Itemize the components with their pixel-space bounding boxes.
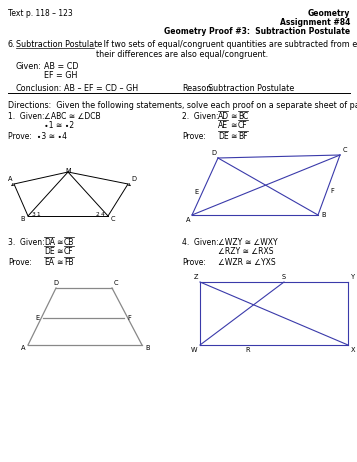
Text: D: D [131,176,136,182]
Text: Reason:: Reason: [182,84,214,93]
Text: M: M [65,168,71,174]
Text: CB: CB [64,238,74,247]
Text: ≅: ≅ [56,258,62,267]
Text: ≅: ≅ [56,247,62,256]
Text: Z: Z [193,274,198,280]
Text: E: E [36,315,40,321]
Text: EA: EA [44,258,54,267]
Text: D: D [54,280,59,286]
Text: ∠WZY ≅ ∠WXY: ∠WZY ≅ ∠WXY [218,238,278,247]
Text: 2.  Given:: 2. Given: [182,112,218,121]
Text: B: B [321,212,326,218]
Text: Geometry Proof #3:  Subtraction Postulate: Geometry Proof #3: Subtraction Postulate [164,27,350,36]
Text: Text p. 118 – 123: Text p. 118 – 123 [8,9,73,18]
Text: 3.  Given:: 3. Given: [8,238,45,247]
Text: FB: FB [64,258,74,267]
Text: A: A [186,217,190,223]
Text: Directions:  Given the following statements, solve each proof on a separate shee: Directions: Given the following statemen… [8,101,357,110]
Text: 1.  Given:: 1. Given: [8,112,45,121]
Text: ≅: ≅ [56,238,62,247]
Text: C: C [343,147,348,153]
Text: F: F [331,188,335,194]
Text: Prove:: Prove: [182,132,206,141]
Text: A: A [7,176,12,182]
Text: Assignment #84: Assignment #84 [280,18,350,27]
Text: R: R [246,347,250,353]
Text: EF = GH: EF = GH [44,71,77,80]
Text: B: B [145,345,150,351]
Text: A: A [20,345,25,351]
Text: F: F [127,315,131,321]
Text: Prove:: Prove: [182,258,206,267]
Text: AB – EF = CD – GH: AB – EF = CD – GH [64,84,138,93]
Text: AD: AD [218,112,229,121]
Text: Conclusion:: Conclusion: [16,84,62,93]
Text: ∠WZR ≅ ∠YXS: ∠WZR ≅ ∠YXS [218,258,276,267]
Text: DE: DE [218,132,228,141]
Text: Prove:: Prove: [8,258,32,267]
Text: C: C [111,216,116,222]
Text: Given:: Given: [16,62,42,71]
Text: ∙1 ≅ ∙2: ∙1 ≅ ∙2 [44,121,74,130]
Text: 6.: 6. [8,40,15,49]
Text: Y: Y [351,274,355,280]
Text: BC: BC [238,112,248,121]
Text: CF: CF [238,121,248,130]
Text: X: X [351,347,356,353]
Text: BF: BF [238,132,247,141]
Text: ∠RZY ≅ ∠RXS: ∠RZY ≅ ∠RXS [218,247,273,256]
Text: ≅: ≅ [230,112,236,121]
Text: Subtraction Postulate: Subtraction Postulate [208,84,294,93]
Text: AB = CD: AB = CD [44,62,79,71]
Text: CF: CF [64,247,74,256]
Text: DE: DE [44,247,55,256]
Text: ≅: ≅ [230,121,236,130]
Text: B: B [20,216,25,222]
Text: 2: 2 [95,212,99,217]
Text: :  If two sets of equal/congruent quantities are subtracted from each other,: : If two sets of equal/congruent quantit… [96,40,357,49]
Text: Prove:  ∙3 ≅ ∙4: Prove: ∙3 ≅ ∙4 [8,132,67,141]
Text: C: C [114,280,119,286]
Text: 1: 1 [36,212,40,217]
Text: AE: AE [218,121,228,130]
Text: ∠ABC ≅ ∠DCB: ∠ABC ≅ ∠DCB [44,112,101,121]
Text: W: W [191,347,197,353]
Text: their differences are also equal/congruent.: their differences are also equal/congrue… [96,50,268,59]
Text: 4.  Given:: 4. Given: [182,238,218,247]
Text: DA: DA [44,238,55,247]
Text: Subtraction Postulate: Subtraction Postulate [16,40,102,49]
Text: S: S [282,274,286,280]
Text: E: E [194,189,198,195]
Text: 4: 4 [100,212,104,217]
Text: D: D [211,150,216,156]
Text: 3: 3 [31,212,35,217]
Text: ≅: ≅ [230,132,236,141]
Text: Geometry: Geometry [308,9,350,18]
